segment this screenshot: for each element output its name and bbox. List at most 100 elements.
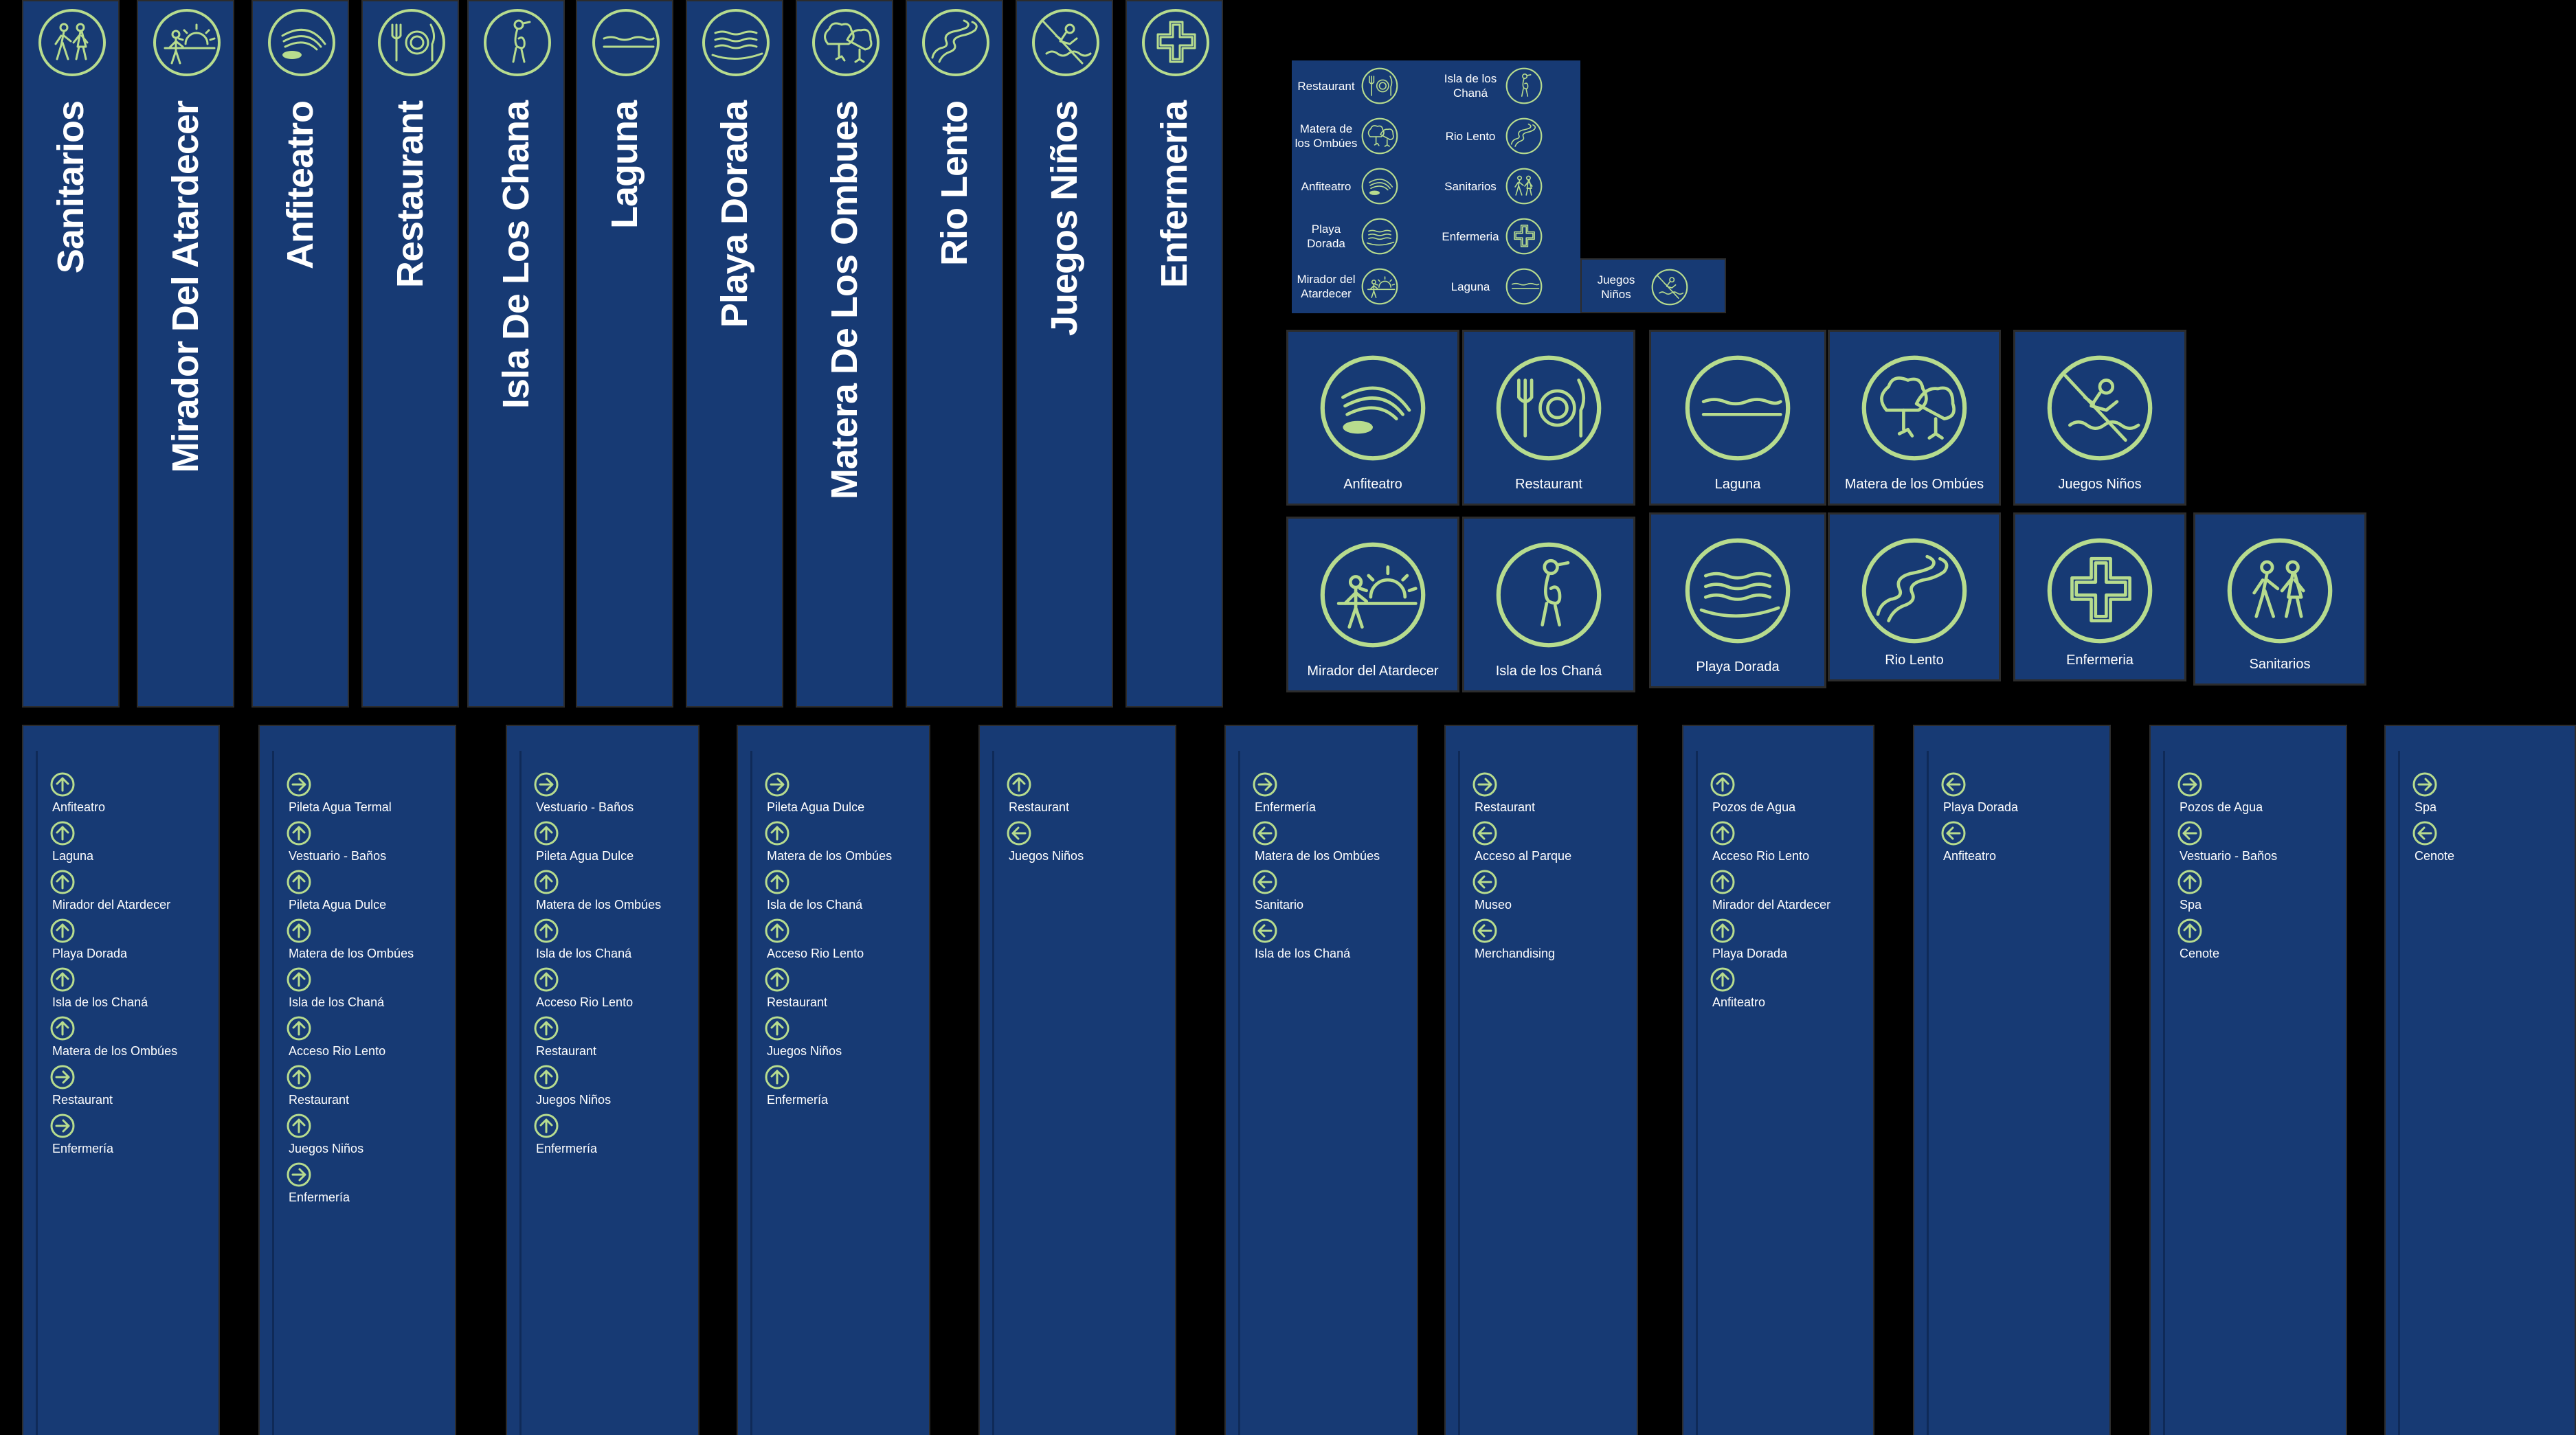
pictogram-tile: Playa Dorada (1649, 512, 1826, 688)
direction-label: Restaurant (536, 1044, 597, 1058)
direction-label: Sanitario (1255, 898, 1304, 912)
direction-label: Isla de los Chaná (289, 995, 385, 1009)
arrow-up-icon (765, 870, 789, 894)
pictogram-tile: Matera de los Ombúes (1828, 330, 2001, 506)
direction-label: Spa (2415, 800, 2437, 814)
directional-sign: Restaurant Acceso al Parque Museo Merchandi… (1444, 725, 1638, 1435)
direction-label: Restaurant (52, 1093, 113, 1107)
pictogram-tile: Mirador del Atardecer (1286, 517, 1459, 692)
arrow-left-icon (1472, 918, 1497, 943)
kids-games-icon (1651, 269, 1688, 306)
arrow-up-icon (534, 870, 559, 894)
small-sign-cell: Matera de los Ombúes (1292, 111, 1399, 161)
arrow-up-icon (50, 821, 75, 846)
pictogram-tile: Sanitarios (2193, 512, 2366, 686)
arrow-up-icon (287, 870, 311, 894)
small-sign-cell: Sanitarios (1436, 161, 1543, 212)
vertical-banner: Sanitarios (22, 0, 120, 708)
arrow-up-icon (50, 967, 75, 992)
sign-rail (1458, 751, 1460, 1435)
vertical-banner: Laguna (576, 0, 673, 708)
sign-rail (1927, 751, 1929, 1435)
small-sign-label: Isla de los Chaná (1444, 72, 1497, 100)
arrow-up-icon (1710, 918, 1735, 943)
tile-label: Matera de los Ombúes (1844, 477, 1984, 492)
arrow-up-icon (765, 1016, 789, 1041)
arrow-up-icon (287, 1016, 311, 1041)
arrow-right-icon (1253, 772, 1277, 797)
tile-label: Juegos Niños (2058, 477, 2142, 492)
arrow-left-icon (2177, 821, 2202, 846)
arrow-right-icon (287, 772, 311, 797)
direction-label: Matera de los Ombúes (289, 947, 414, 960)
banner-label: Isla De Los Chana (495, 101, 537, 409)
small-sign-extra: Juegos Niños (1580, 258, 1726, 313)
small-sign-label: Juegos Niños (1597, 273, 1635, 301)
pictogram-tile: Rio Lento (1828, 512, 2001, 681)
sign-rail (272, 751, 274, 1435)
direction-label: Merchandising (1475, 947, 1556, 960)
direction-label: Anfiteatro (1712, 995, 1766, 1009)
direction-label: Laguna (52, 849, 94, 863)
arrow-up-icon (1710, 967, 1735, 992)
lagoon-icon (1685, 355, 1791, 461)
sign-rail (750, 751, 752, 1435)
restroom-icon (2227, 538, 2333, 644)
amphitheater-icon (1320, 355, 1426, 461)
arrow-up-icon (50, 918, 75, 943)
direction-label: Pileta Agua Dulce (767, 800, 865, 814)
sunset-viewpoint-icon (1320, 542, 1426, 648)
arrow-up-icon (534, 967, 559, 992)
beach-icon (702, 9, 770, 76)
arrow-up-icon (534, 1114, 559, 1138)
sign-rail (992, 751, 994, 1435)
arrow-up-icon (287, 821, 311, 846)
river-icon (922, 9, 989, 76)
pictogram-tile: Anfiteatro (1286, 330, 1459, 506)
small-sign-cell: Enfermeria (1436, 211, 1543, 262)
lagoon-icon (1505, 268, 1543, 305)
arrow-left-icon (1472, 870, 1497, 894)
sunset-viewpoint-icon (153, 9, 221, 76)
tile-label: Laguna (1714, 477, 1761, 492)
banner-label: Restaurant (390, 101, 431, 289)
tile-label: Restaurant (1515, 477, 1582, 492)
arrow-left-icon (1253, 870, 1277, 894)
direction-label: Matera de los Ombúes (52, 1044, 178, 1058)
vertical-banner: Enfermeria (1125, 0, 1223, 708)
direction-label: Enfermería (536, 1142, 598, 1155)
banner-label: Mirador Del Atardecer (165, 101, 206, 473)
arrow-up-icon (2177, 918, 2202, 943)
direction-label: Isla de los Chaná (767, 898, 863, 912)
vertical-banner: Playa Dorada (686, 0, 783, 708)
island-bird-icon (484, 9, 551, 76)
arrow-left-icon (1253, 918, 1277, 943)
first-aid-icon (2047, 538, 2153, 644)
direction-label: Isla de los Chaná (536, 947, 632, 960)
direction-label: Isla de los Chaná (52, 995, 148, 1009)
arrow-up-icon (534, 1016, 559, 1041)
tile-label: Mirador del Atardecer (1307, 664, 1439, 679)
arrow-up-icon (50, 1016, 75, 1041)
kids-games-icon (1032, 9, 1099, 76)
arrow-up-icon (765, 1065, 789, 1089)
tile-label: Anfiteatro (1343, 477, 1402, 492)
banner-label: Juegos Niños (1044, 101, 1085, 337)
direction-label: Spa (2180, 898, 2202, 912)
small-sign-cell: Anfiteatro (1292, 161, 1399, 212)
direction-label: Pileta Agua Dulce (289, 898, 387, 912)
trees-icon (1861, 355, 1967, 461)
direction-label: Juegos Niños (289, 1142, 364, 1155)
sign-rail (519, 751, 522, 1435)
direction-label: Pozos de Agua (1712, 800, 1796, 814)
pictogram-tile: Restaurant (1462, 330, 1635, 506)
direction-label: Vestuario - Baños (289, 849, 387, 863)
tile-label: Isla de los Chaná (1495, 664, 1602, 679)
direction-label: Acceso al Parque (1475, 849, 1572, 863)
banner-label: Laguna (604, 101, 645, 229)
directional-sign: Spa Cenote (2384, 725, 2576, 1435)
kids-games-icon (2047, 355, 2153, 461)
arrow-up-icon (50, 870, 75, 894)
arrow-up-icon (1007, 772, 1031, 797)
direction-label: Mirador del Atardecer (52, 898, 171, 912)
